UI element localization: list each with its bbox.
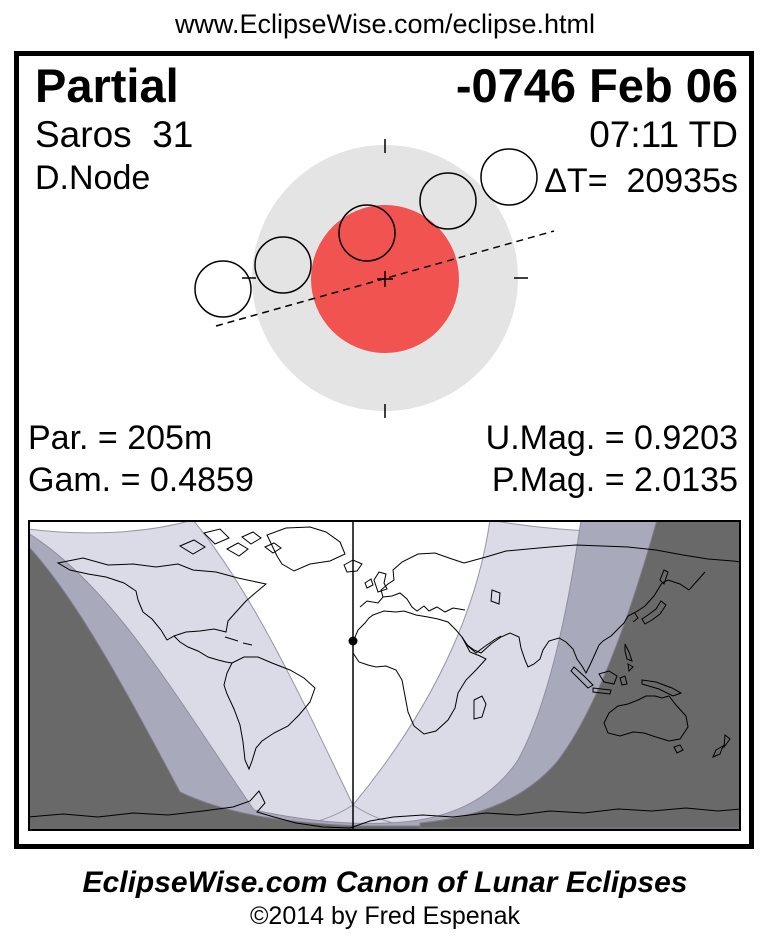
indonesia-outline: [570, 666, 683, 697]
central-america-outline: [173, 635, 233, 664]
asia-north-coast-outline: [463, 544, 741, 564]
footer-title: EclipseWise.com Canon of Lunar Eclipses: [82, 866, 688, 899]
continent-outlines: [28, 526, 741, 829]
shadow-geometry-diagram: [194, 139, 555, 418]
arctic-islands-outline: [178, 528, 282, 557]
ecliptic-dashed-line: [215, 230, 555, 327]
page-url-header: www.EclipseWise.com/eclipse.html: [174, 9, 596, 39]
caspian-sea-outline: [490, 589, 501, 605]
eclipse-time: 07:11 TD: [589, 114, 738, 155]
madagascar-outline: [473, 695, 487, 720]
moon-circle-3: [338, 204, 396, 262]
delta-t-value: ΔT= 20935s: [544, 162, 738, 200]
europe-outline: [359, 552, 466, 613]
africa-outline: [352, 610, 487, 735]
map-dark-zone-right: [419, 520, 741, 829]
gamma-stat: Gam. = 0.4859: [28, 461, 254, 499]
philippines-outline: [624, 643, 634, 673]
eclipse-type-label: Partial: [35, 59, 179, 112]
map-dark-zone-left: [28, 545, 741, 831]
new-zealand-outline: [712, 734, 731, 758]
node-label: D.Node: [35, 159, 151, 197]
moon-circle-4: [419, 172, 477, 230]
south-america-outline: [223, 656, 316, 771]
arabia-outline: [461, 635, 502, 654]
umbral-magnitude-stat: U.Mag. = 0.9203: [485, 419, 738, 457]
moon-circle-5: [480, 148, 538, 206]
iceland-outline: [343, 559, 363, 573]
asia-east-south-coast-outline: [461, 571, 706, 675]
antarctica-outline: [28, 790, 741, 829]
moon-circle-1: [194, 260, 252, 318]
japan-korea-outline: [632, 569, 669, 625]
british-isles-outline: [364, 571, 388, 593]
penumbral-magnitude-stat: P.Mag. = 2.0135: [491, 461, 738, 499]
eclipse-card-frame: [14, 51, 754, 849]
partial-duration-stat: Par. = 205m: [28, 419, 213, 457]
shadow-center-cross: [377, 271, 393, 287]
visibility-map: [28, 520, 741, 831]
greenland-outline: [266, 526, 346, 572]
saros-label: Saros 31: [35, 114, 194, 155]
diagram-marks: [242, 139, 528, 418]
australia-outline: [603, 695, 689, 754]
moon-positions: [194, 148, 538, 318]
eclipse-date: -0746 Feb 06: [455, 59, 738, 112]
map-border: [28, 520, 741, 831]
moon-circle-2: [254, 236, 312, 294]
caribbean-outline: [224, 636, 253, 646]
sublunar-point-dot: [348, 636, 358, 646]
north-america-outline: [56, 557, 268, 641]
footer-copyright: ©2014 by Fred Espenak: [250, 902, 520, 930]
map-white-strip-left: [28, 520, 194, 534]
